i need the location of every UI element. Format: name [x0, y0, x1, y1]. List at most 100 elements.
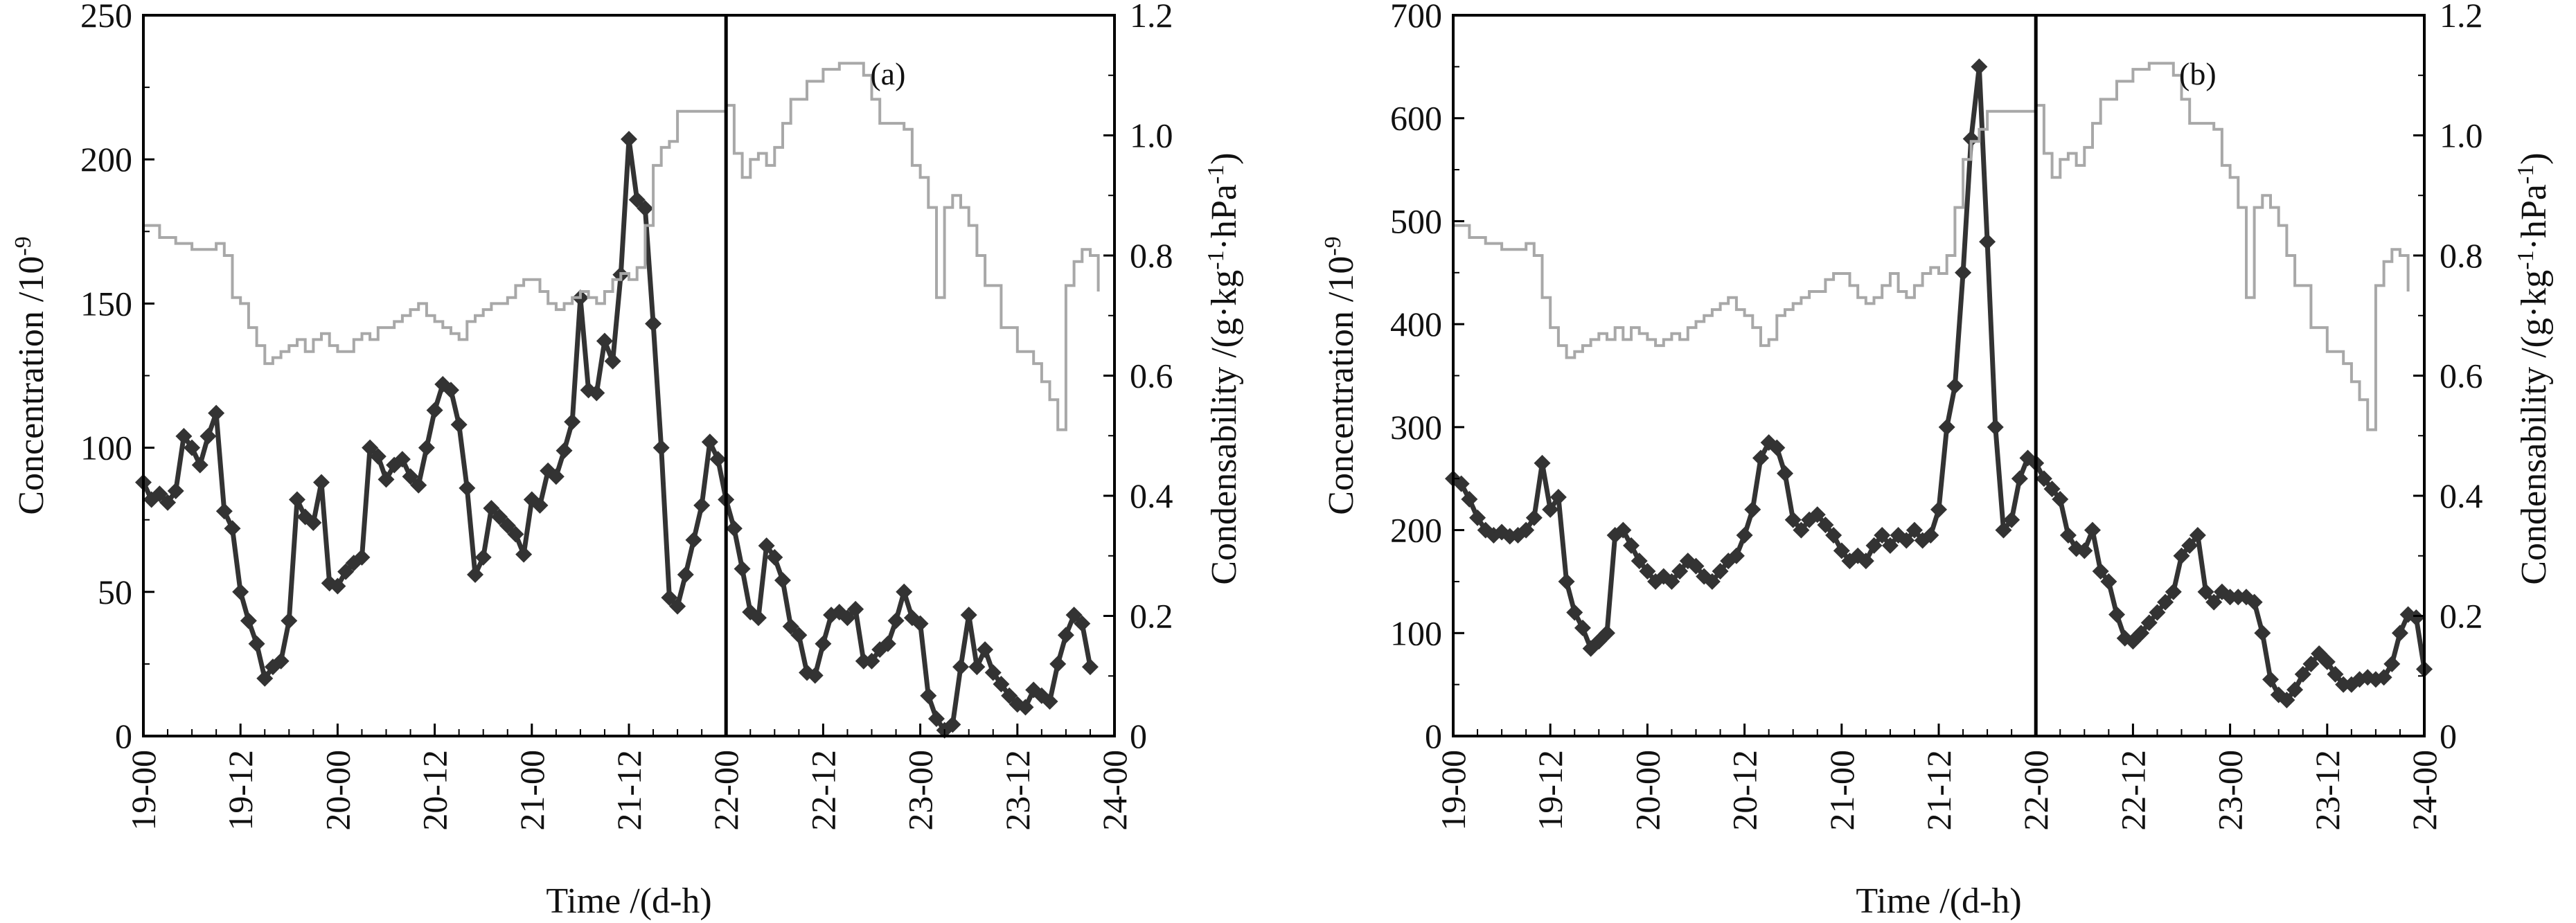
data-point-diamond [2133, 625, 2150, 642]
data-point-diamond [426, 402, 443, 419]
data-point-diamond [596, 332, 613, 350]
data-point-diamond [1865, 537, 1883, 554]
x-axis-title: Time /(d-h) [1856, 881, 2021, 921]
plot-frame-b [1452, 14, 2426, 737]
data-point-diamond [2262, 671, 2280, 688]
data-point-diamond [483, 500, 500, 517]
y-tick-label: 50 [98, 573, 132, 611]
data-point-diamond [758, 537, 775, 555]
y2-tick-label: 0.4 [2440, 476, 2483, 515]
data-point-diamond [256, 670, 274, 687]
y-tick-label: 100 [1390, 613, 1442, 652]
x-tick-label: 23-12 [998, 750, 1037, 831]
x-tick-label: 21-00 [1822, 750, 1861, 831]
data-point-diamond [1001, 687, 1018, 704]
data-point-diamond [2149, 604, 2166, 621]
data-point-diamond [912, 615, 929, 632]
series-condensability-b [1453, 62, 2410, 431]
data-point-diamond [604, 352, 621, 370]
data-point-diamond [709, 451, 727, 468]
data-point-diamond [2246, 593, 2263, 611]
data-point-diamond [377, 471, 395, 488]
data-point-diamond [272, 652, 290, 670]
data-point-diamond [621, 131, 637, 148]
panel-label-a: (a) [870, 56, 905, 91]
y2-tick-label: 1.2 [1130, 0, 1173, 35]
data-point-diamond [1671, 563, 1689, 580]
data-point-diamond [184, 439, 201, 456]
y2-tick-label: 1.2 [2440, 0, 2483, 35]
x-tick-label: 21-12 [610, 750, 648, 831]
data-point-diamond [645, 315, 662, 332]
data-point-diamond [806, 667, 824, 684]
data-point-diamond [2383, 655, 2401, 672]
data-point-diamond [1703, 573, 1721, 590]
y2-tick-label: 0.8 [1130, 236, 1173, 275]
data-point-diamond [1542, 501, 1559, 518]
series-concentration-a [135, 131, 1099, 739]
data-point-diamond [362, 439, 379, 456]
data-point-diamond [588, 384, 605, 402]
data-point-diamond [1534, 454, 1551, 472]
data-point-diamond [1712, 563, 1729, 580]
chart-panel-a: 0 50 100 150 200 250 0 0.2 0.4 0.6 0.8 1.0 1.2 19-00 1… [10, 0, 1244, 921]
data-point-diamond [410, 476, 427, 494]
data-point-diamond [968, 658, 986, 676]
data-point-diamond [2092, 563, 2109, 580]
data-point-diamond [2189, 527, 2206, 544]
y-tick-label: 250 [80, 0, 132, 35]
data-point-diamond [1777, 465, 1794, 482]
data-point-diamond [467, 566, 484, 583]
data-point-diamond [2076, 542, 2093, 559]
data-point-diamond [734, 560, 751, 577]
data-point-diamond [1995, 521, 2012, 539]
data-point-diamond [628, 191, 646, 208]
data-point-diamond [2011, 470, 2028, 487]
data-point-diamond [725, 520, 743, 537]
data-point-diamond [1727, 547, 1745, 564]
data-point-diamond [2173, 547, 2190, 564]
data-point-diamond [944, 716, 961, 733]
x-tick-label: 22-12 [803, 750, 842, 831]
data-point-diamond [281, 612, 298, 629]
y2-axis-title: Condensability /(g·kg-1·hPa-1) [2513, 152, 2554, 584]
data-point-diamond [491, 508, 508, 526]
y2-tick-label: 0 [2440, 717, 2457, 755]
y-tick-label: 200 [1390, 511, 1442, 550]
data-point-diamond [1057, 627, 1074, 644]
data-point-diamond [215, 503, 233, 520]
data-point-diamond [329, 577, 346, 595]
data-point-diamond [515, 546, 533, 563]
data-point-diamond [240, 612, 257, 629]
data-point-diamond [305, 514, 322, 531]
data-point-diamond [369, 448, 387, 465]
data-point-diamond [1784, 511, 1802, 528]
y-tick-label: 700 [1390, 0, 1442, 35]
data-point-diamond [1752, 449, 1769, 467]
data-point-diamond [2205, 593, 2223, 611]
data-point-diamond [2043, 481, 2061, 498]
x-tick-label: 23-00 [2211, 750, 2250, 831]
data-point-diamond [2035, 470, 2052, 487]
data-point-diamond [2165, 583, 2182, 600]
data-point-diamond [977, 641, 994, 658]
data-point-diamond [2157, 593, 2174, 611]
data-point-diamond [790, 627, 808, 644]
data-point-diamond [1549, 488, 1567, 505]
data-point-diamond [1955, 264, 1972, 281]
data-point-diamond [1065, 607, 1083, 624]
data-point-diamond [637, 199, 654, 217]
data-point-diamond [2059, 527, 2077, 544]
data-point-diamond [2408, 609, 2425, 626]
x-tick-label: 22-00 [707, 750, 745, 831]
data-point-diamond [815, 635, 832, 652]
data-point-diamond [1631, 553, 1648, 570]
data-point-diamond [2084, 521, 2101, 539]
data-point-diamond [2140, 614, 2158, 631]
data-point-diamond [960, 607, 977, 624]
data-point-diamond [952, 658, 970, 676]
y2-tick-label: 0.2 [1130, 597, 1173, 636]
data-point-diamond [313, 474, 330, 491]
y-tick-label: 500 [1390, 201, 1442, 240]
data-point-diamond [1453, 475, 1470, 492]
